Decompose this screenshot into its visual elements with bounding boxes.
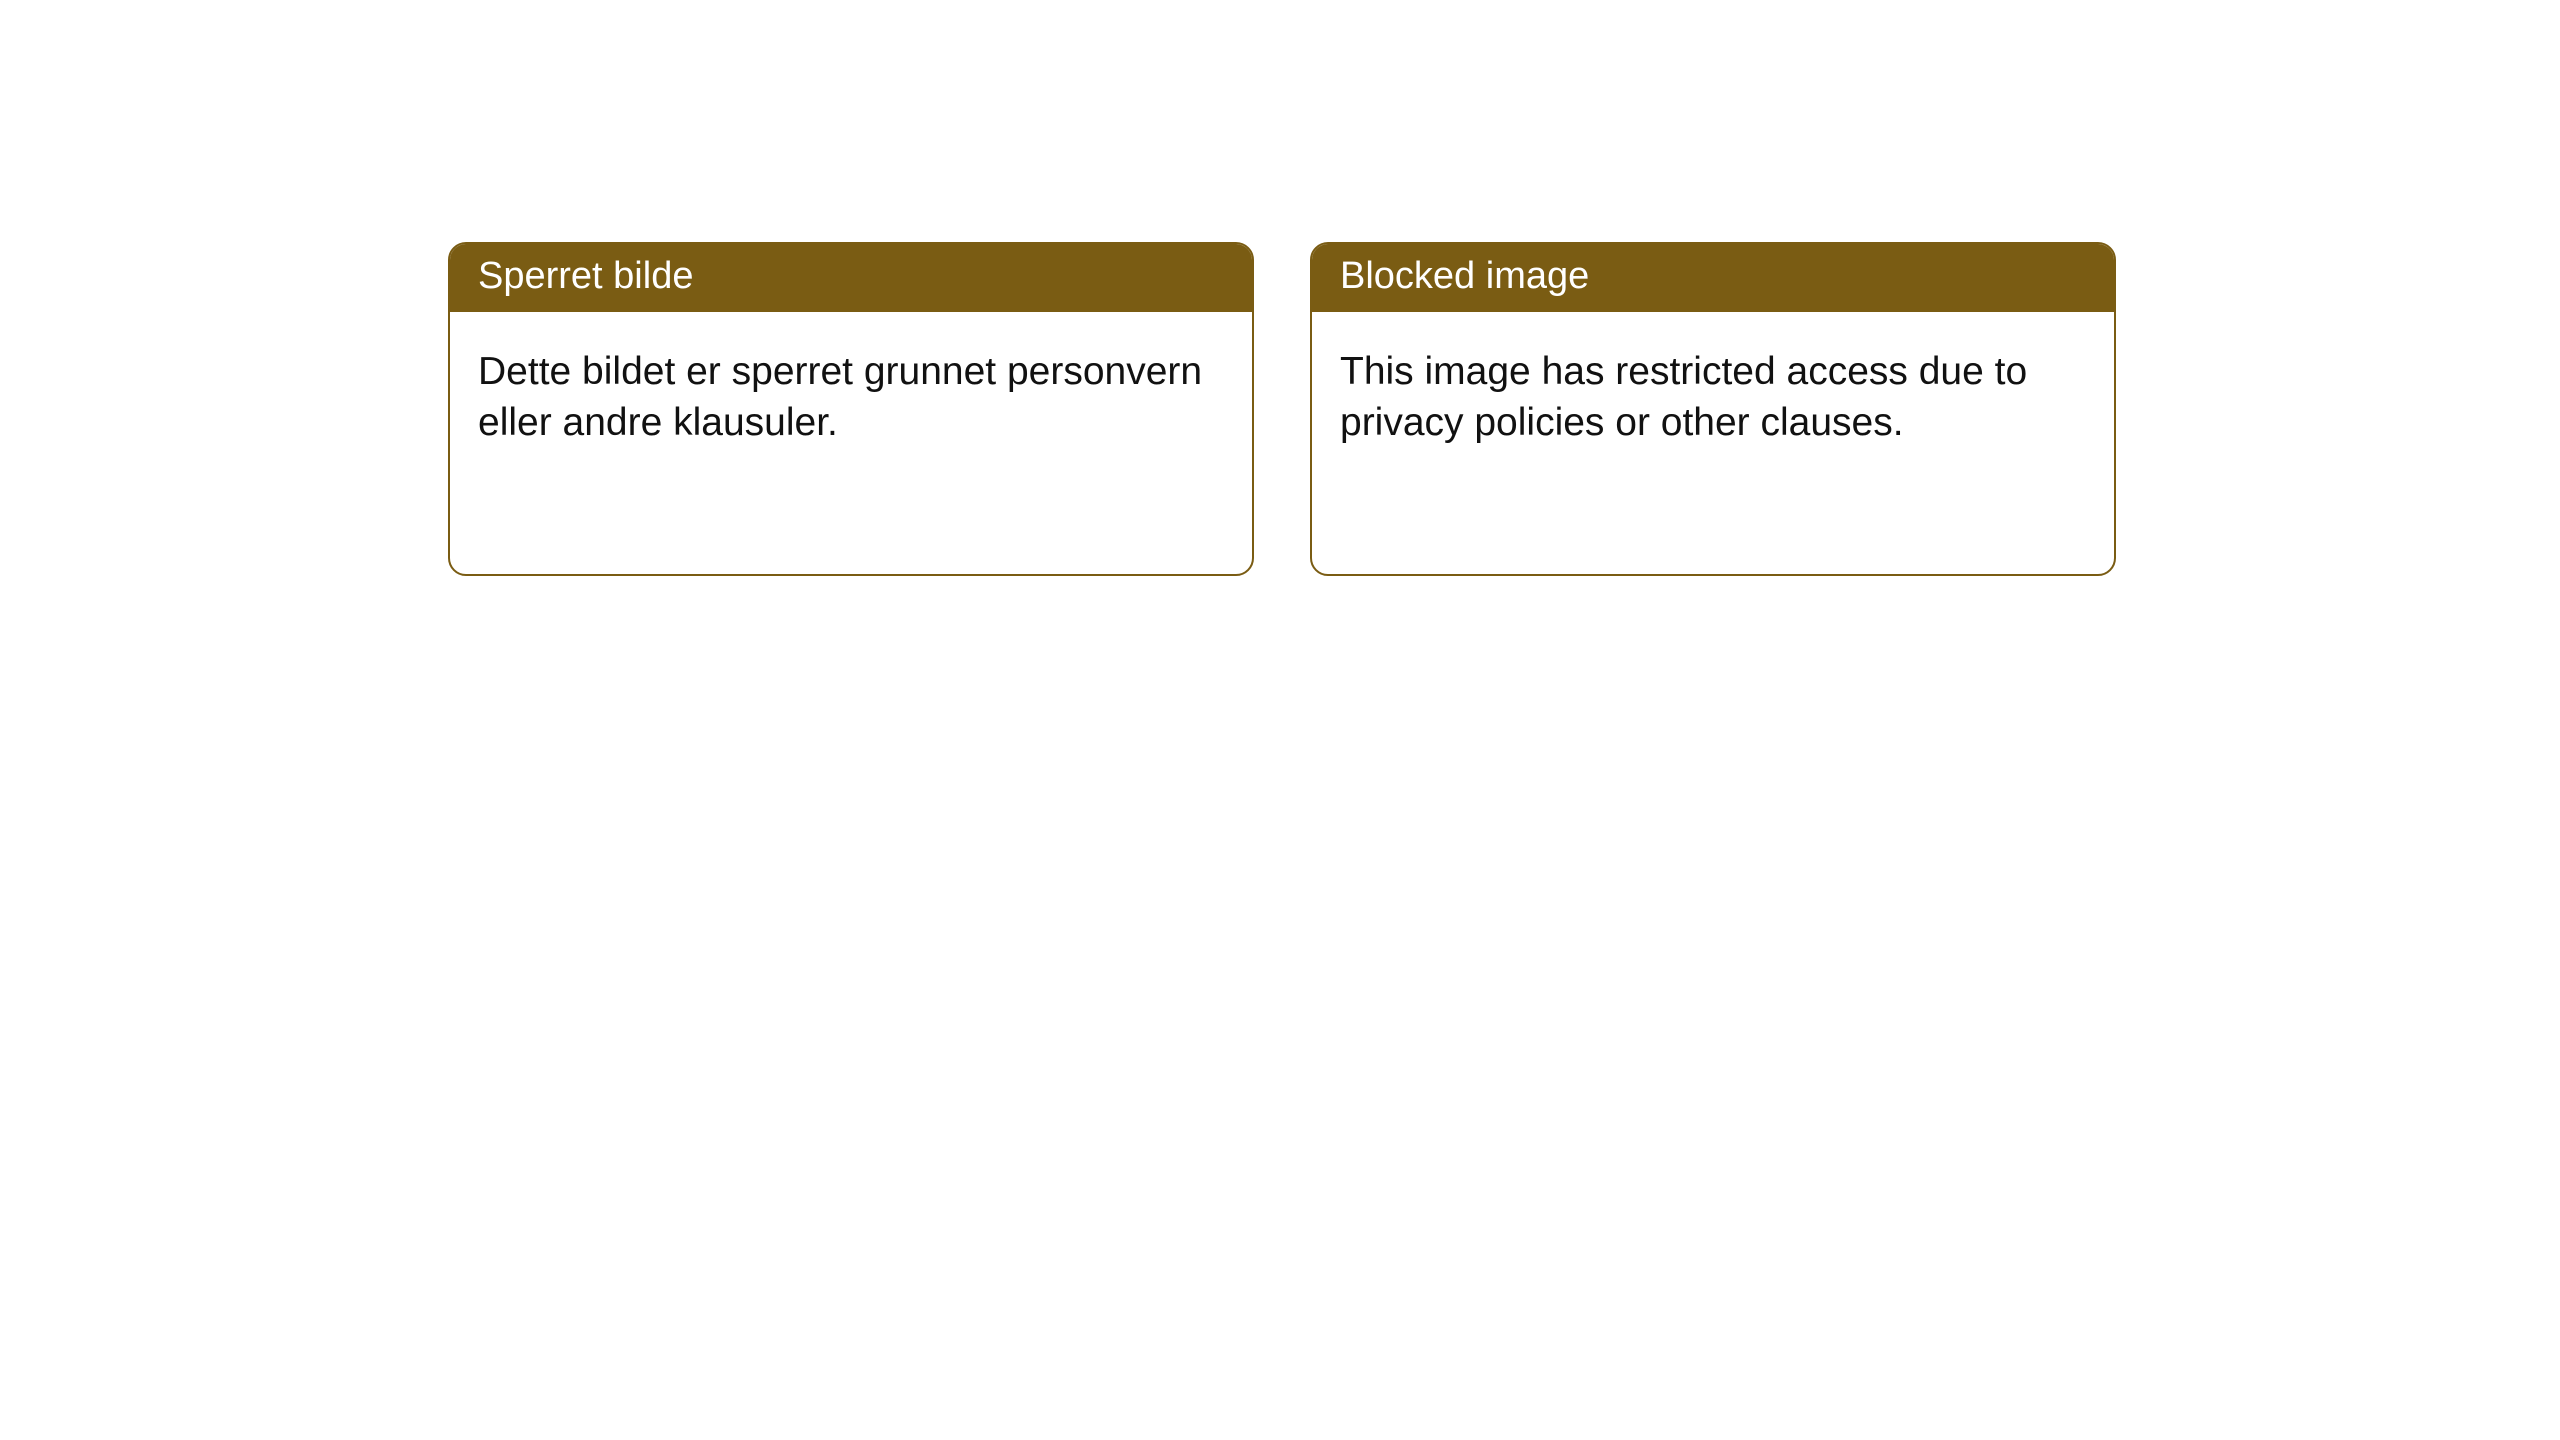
card-body-no: Dette bildet er sperret grunnet personve… xyxy=(450,312,1252,477)
notice-container: Sperret bilde Dette bildet er sperret gr… xyxy=(0,0,2560,576)
card-body-en: This image has restricted access due to … xyxy=(1312,312,2114,477)
blocked-image-card-en: Blocked image This image has restricted … xyxy=(1310,242,2116,576)
card-header-en: Blocked image xyxy=(1312,244,2114,312)
blocked-image-card-no: Sperret bilde Dette bildet er sperret gr… xyxy=(448,242,1254,576)
card-header-no: Sperret bilde xyxy=(450,244,1252,312)
